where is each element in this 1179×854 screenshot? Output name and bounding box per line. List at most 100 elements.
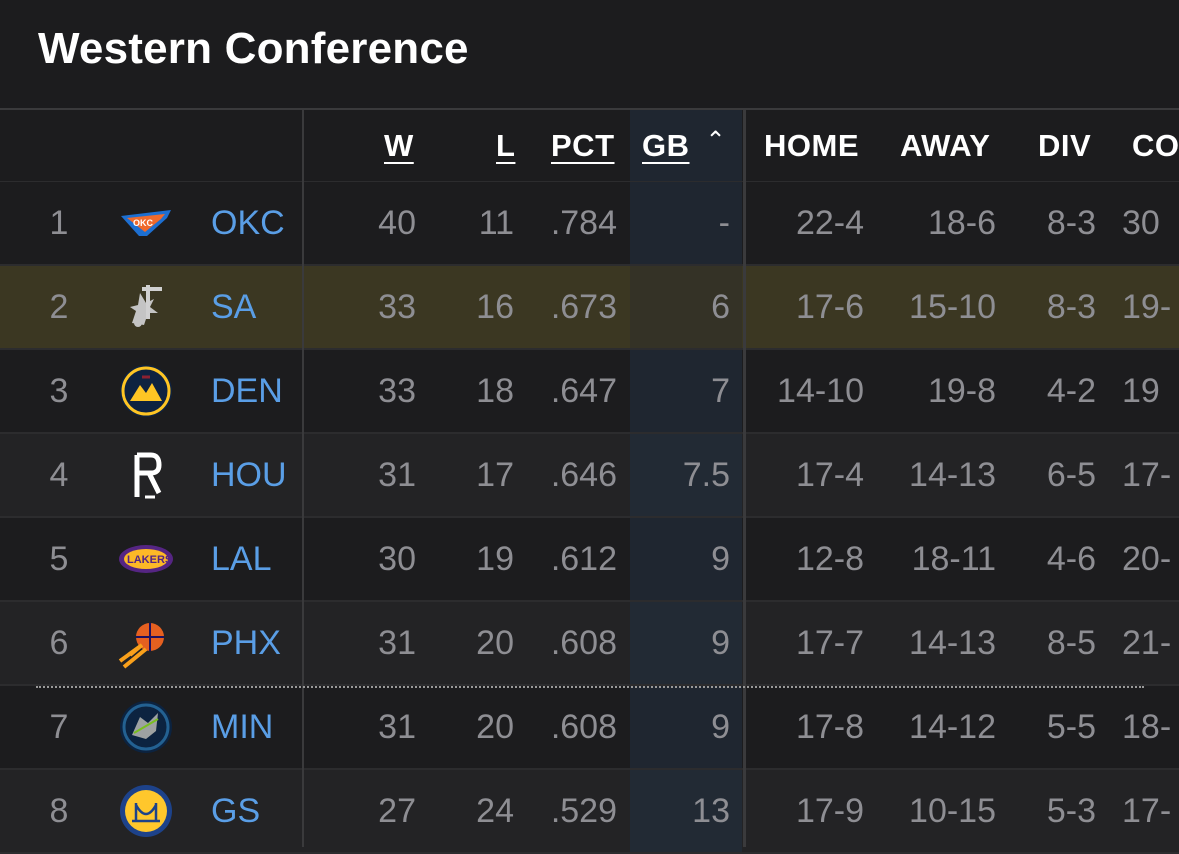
gb-column-highlight [630,182,742,264]
gb-cell: 7 [711,371,730,410]
team-link[interactable]: PHX [211,623,281,662]
conf-cell: 19- [1122,287,1172,326]
team-link[interactable]: OKC [211,203,285,242]
l-cell: 16 [476,287,514,326]
l-cell: 19 [476,539,514,578]
home-cell: 12-8 [795,539,864,578]
gb-column-highlight [630,686,742,768]
conf-cell: 21- [1122,623,1172,662]
table-row[interactable]: 7 MIN 31 20 .608 9 17-8 14-12 5-5 18- [0,686,1179,768]
div-cell: 6-5 [1046,455,1096,494]
svg-text:OKC: OKC [133,218,154,228]
rank-cell: 5 [49,539,69,578]
pct-cell: .673 [550,287,617,326]
home-cell: 22-4 [795,203,864,242]
col-header-div[interactable]: DIV [1038,128,1092,163]
pct-cell: .529 [550,791,617,830]
row-divider [0,348,1179,350]
home-cell: 17-6 [795,287,864,326]
rank-cell: 3 [49,371,69,410]
table-row[interactable]: 3 DEN 33 18 .647 7 14-10 19-8 4-2 19 [0,350,1179,432]
table-row[interactable]: 2 SA 33 16 .673 6 17-6 15-10 8-3 19- [0,266,1179,348]
pct-cell: .647 [550,371,617,410]
col-header-gb[interactable]: GB [642,128,690,163]
col-header-conf[interactable]: CO [1132,128,1179,163]
lakers-logo-icon: LAKERS [112,518,180,600]
gb-cell: 6 [711,287,730,326]
rank-cell: 1 [49,203,69,242]
svg-text:LAKERS: LAKERS [127,554,172,566]
gb-column-highlight [630,518,742,600]
conf-cell: 30 [1122,203,1160,242]
col-header-away[interactable]: AWAY [900,128,991,163]
away-cell: 19-8 [927,371,996,410]
pct-cell: .784 [550,203,617,242]
team-link[interactable]: SA [211,287,257,326]
rank-cell: 2 [49,287,69,326]
spurs-logo-icon [112,266,180,348]
table-row[interactable]: 8 GS 27 24 .529 13 17-9 10-15 5-3 17- [0,770,1179,852]
table-row[interactable]: 6 PHX 31 20 .608 9 17-7 14-13 8-5 21- [0,602,1179,684]
rank-cell: 6 [49,623,69,662]
table-row[interactable]: 5 LAKERS LAL 30 19 .612 9 12-8 18-11 4-6 20- [0,518,1179,600]
col-header-pct[interactable]: PCT [551,128,615,163]
away-cell: 18-6 [927,203,996,242]
col-header-gb-cell[interactable]: GB ⌃ [642,110,726,182]
table-row[interactable]: 4 HOU 31 17 .646 7.5 17-4 14-13 6-5 17- [0,434,1179,516]
sort-ascending-icon: ⌃ [705,126,727,154]
div-cell: 4-2 [1046,371,1096,410]
rank-cell: 4 [49,455,69,494]
l-cell: 11 [478,203,514,242]
conf-cell: 19 [1122,371,1160,410]
gb-cell: 9 [711,539,730,578]
l-cell: 18 [476,371,514,410]
row-divider [0,600,1179,602]
team-link[interactable]: DEN [211,371,283,410]
conf-cell: 17- [1122,791,1172,830]
gb-cell: - [718,203,730,242]
pct-cell: .608 [550,707,617,746]
team-link[interactable]: MIN [211,707,274,746]
div-cell: 4-6 [1046,539,1096,578]
col-header-home[interactable]: HOME [764,128,859,163]
gb-column-highlight [630,110,742,182]
w-cell: 33 [378,371,416,410]
l-cell: 17 [476,455,514,494]
l-cell: 24 [476,791,514,830]
w-cell: 31 [378,455,416,494]
table-row[interactable]: 1 OKC OKC 40 11 .784 - 22-4 18-6 8-3 30 [0,182,1179,264]
playoff-cutoff-line [36,686,1144,688]
gb-column-highlight [630,602,742,684]
team-link[interactable]: GS [211,791,261,830]
away-cell: 14-13 [909,455,996,494]
home-cell: 17-9 [795,791,864,830]
w-cell: 33 [378,287,416,326]
away-cell: 18-11 [911,539,996,578]
pct-cell: .612 [550,539,617,578]
home-cell: 14-10 [777,371,864,410]
gb-cell: 7.5 [682,455,730,494]
suns-logo-icon [112,602,180,684]
team-link[interactable]: LAL [211,539,272,578]
div-cell: 5-3 [1046,791,1096,830]
col-header-w[interactable]: W [384,128,414,163]
pct-cell: .608 [550,623,617,662]
gb-column-divider [743,110,746,847]
col-header-l[interactable]: L [496,128,516,163]
row-divider [0,516,1179,518]
frozen-column-divider [302,110,304,847]
team-link[interactable]: HOU [211,455,287,494]
away-cell: 15-10 [909,287,996,326]
gb-cell: 13 [692,791,730,830]
conf-cell: 17- [1122,455,1172,494]
row-divider [0,684,1179,686]
rank-cell: 7 [49,707,69,746]
gb-column-highlight [630,770,742,852]
home-cell: 17-7 [795,623,864,662]
page-title: Western Conference [38,24,469,73]
title-divider [0,108,1179,110]
pct-cell: .646 [550,455,617,494]
row-divider [0,768,1179,770]
row-divider [0,432,1179,434]
table-header-row: W L PCT GB ⌃ HOME AWAY DIV CO [0,110,1179,182]
